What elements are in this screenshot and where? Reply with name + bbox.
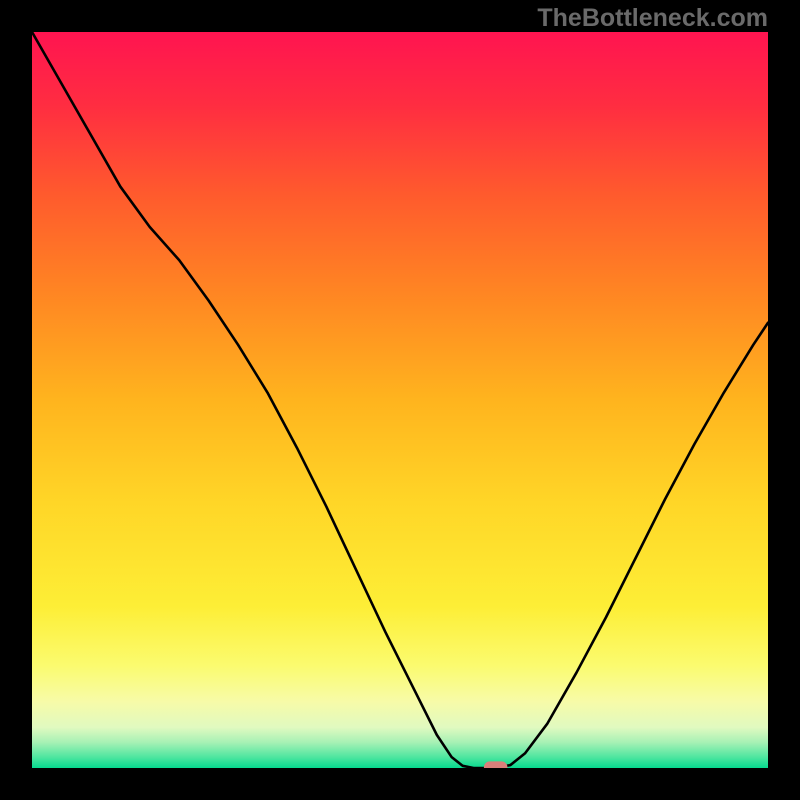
frame-bottom (0, 768, 800, 800)
chart-container: TheBottleneck.com (0, 0, 800, 800)
watermark-text: TheBottleneck.com (537, 4, 768, 33)
gradient-background (32, 32, 768, 768)
frame-left (0, 0, 32, 800)
bottleneck-chart (0, 0, 800, 800)
frame-right (768, 0, 800, 800)
